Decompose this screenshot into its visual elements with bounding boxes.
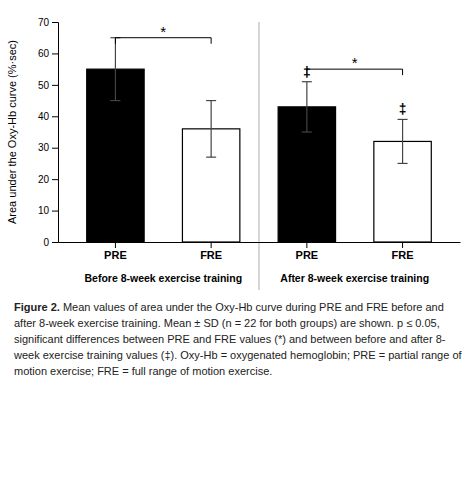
y-tick: 70: [38, 17, 58, 28]
y-tick-mark: [52, 179, 58, 180]
group-separator: [259, 22, 260, 290]
x-tick-mark: [306, 242, 307, 248]
y-tick-mark: [52, 22, 58, 23]
error-bar-part: [398, 119, 408, 120]
error-bar-part: [398, 163, 408, 164]
y-tick-mark: [52, 116, 58, 117]
x-tick-mark: [211, 242, 212, 248]
error-bar-part: [110, 100, 120, 101]
error-bar: [302, 82, 312, 132]
y-tick-label: 10: [38, 205, 50, 216]
x-tick-label: PRE: [296, 249, 319, 261]
error-bar-part: [211, 101, 212, 158]
x-tick-label: PRE: [104, 249, 127, 261]
annotations: * * ‡ ‡: [115, 23, 406, 118]
error-bar: [110, 38, 120, 101]
y-tick: 30: [38, 142, 58, 153]
error-bar-part: [302, 81, 312, 82]
y-tick-mark: [52, 211, 58, 212]
x-tick: FRE: [200, 242, 222, 261]
caption-label: Figure 2.: [14, 301, 60, 313]
error-bar-part: [402, 119, 403, 163]
error-bar-part: [306, 82, 307, 132]
error-bar-part: [206, 157, 216, 158]
significance-mark: *: [352, 54, 358, 71]
x-axis-line: [59, 242, 461, 243]
y-tick-label: 70: [38, 17, 50, 28]
y-tick-mark: [52, 148, 58, 149]
group-label: After 8-week exercise training: [280, 272, 429, 284]
x-tick: PRE: [104, 242, 127, 261]
dagger-mark: ‡: [399, 101, 407, 117]
x-tick-label: FRE: [200, 249, 222, 261]
y-axis: 0 10 20 30 40 50 60 70: [38, 17, 59, 248]
x-tick-mark: [115, 242, 116, 248]
error-bar: [398, 119, 408, 163]
y-tick: 40: [38, 111, 58, 122]
y-tick: 0: [43, 237, 58, 248]
dagger-mark: ‡: [303, 64, 311, 80]
y-tick: 20: [38, 174, 58, 185]
group-label: Before 8-week exercise training: [84, 272, 242, 284]
y-tick-label: 0: [43, 237, 49, 248]
y-axis-line: [52, 23, 59, 243]
y-tick-label: 50: [38, 80, 50, 91]
x-tick-mark: [402, 242, 403, 248]
y-tick-mark: [52, 53, 58, 54]
y-axis-label: Area under the Oxy-Hb curve (%·sec): [6, 40, 18, 224]
y-tick: 10: [38, 205, 58, 216]
x-tick: PRE: [296, 242, 319, 261]
y-tick-label: 30: [38, 142, 50, 153]
x-tick-label: FRE: [392, 249, 414, 261]
significance-mark: *: [160, 23, 166, 40]
error-bar-part: [302, 131, 312, 132]
caption-space: [60, 301, 63, 313]
plot: 0 10 20 30 40 50 60 70 PRE FRE PRE FRE Before 8-week…: [6, 17, 461, 290]
y-tick-label: 20: [38, 174, 50, 185]
y-tick: 60: [38, 48, 58, 59]
chart: 0 10 20 30 40 50 60 70 PRE FRE PRE FRE Before 8-week…: [0, 0, 476, 300]
x-axis: PRE FRE PRE FRE: [59, 242, 461, 261]
x-tick: FRE: [392, 242, 414, 261]
y-tick-mark: [52, 85, 58, 86]
error-bar-part: [115, 38, 116, 101]
caption-box: Figure 2. Mean values of area under the …: [14, 300, 462, 380]
y-tick: 50: [38, 80, 58, 91]
marks: [87, 38, 432, 242]
y-tick-label: 40: [38, 111, 50, 122]
y-tick-mark: [52, 242, 58, 243]
caption-text: Mean values of area under the Oxy-Hb cur…: [14, 301, 462, 377]
error-bar: [206, 101, 216, 158]
error-bar-part: [206, 100, 216, 101]
y-tick-label: 60: [38, 48, 50, 59]
